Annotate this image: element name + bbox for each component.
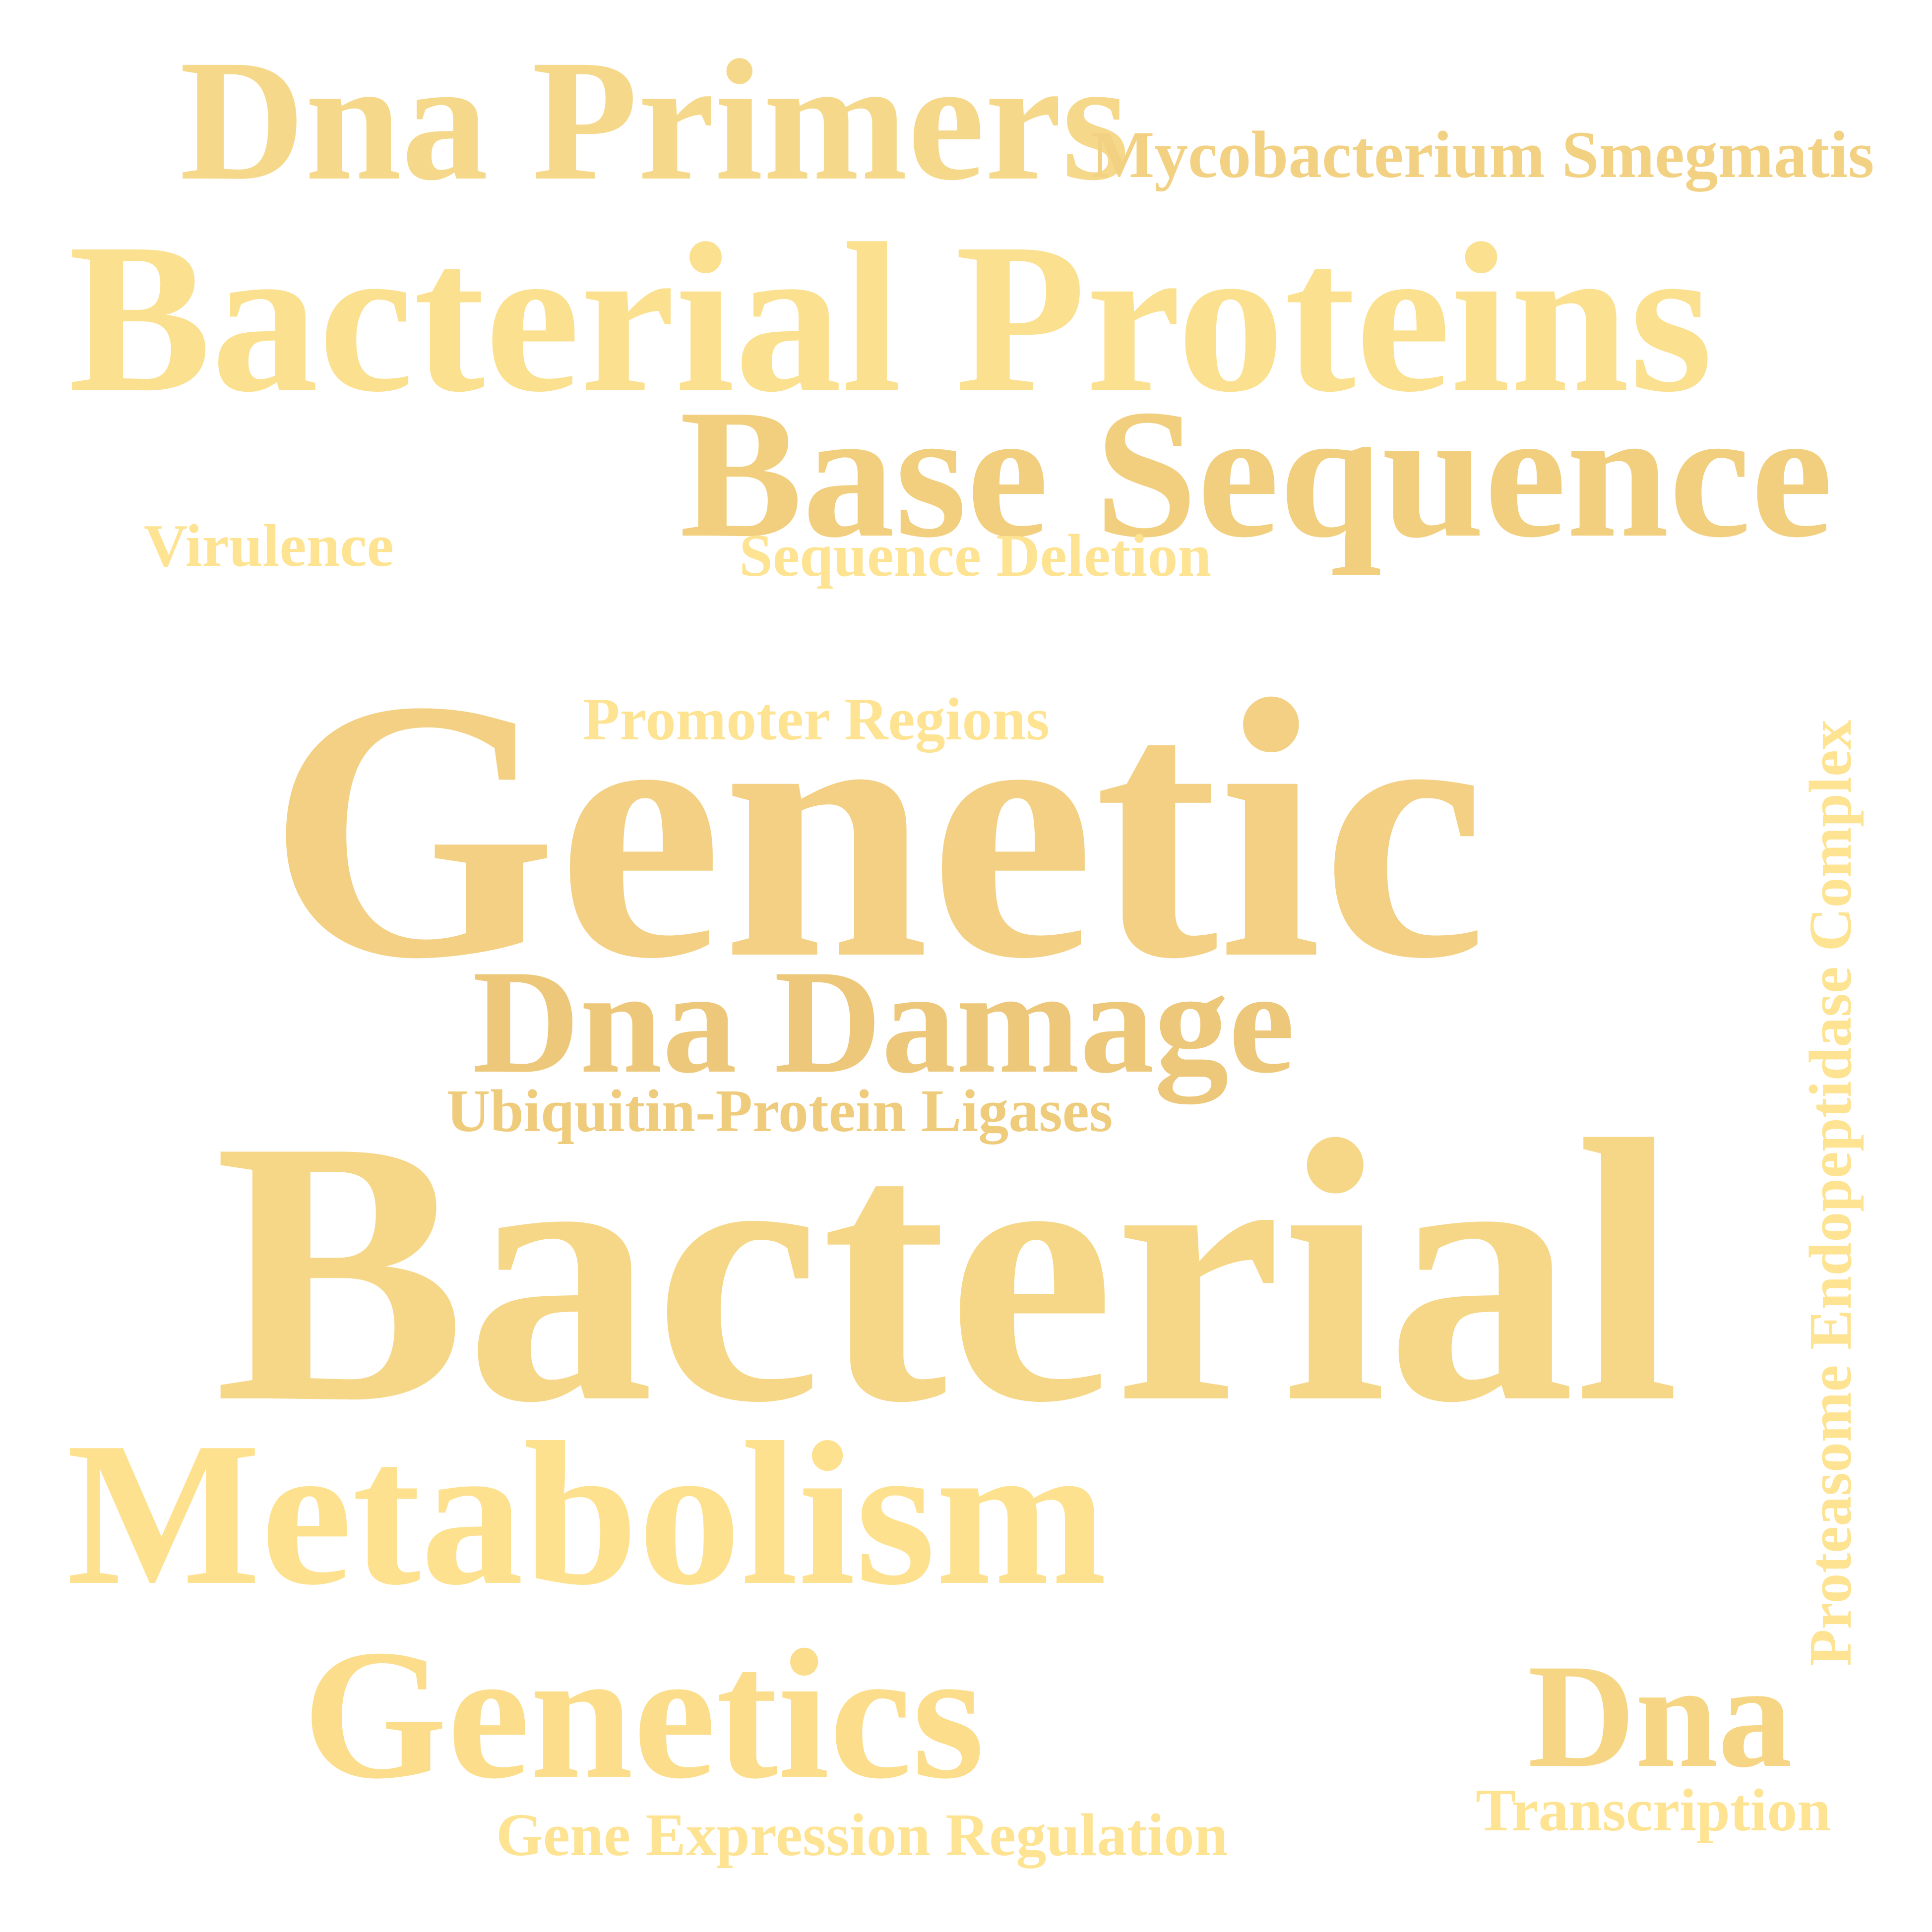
- word-dna: Dna: [1528, 1633, 1793, 1798]
- word-genetic: Genetic: [268, 624, 1487, 1035]
- word-promoter-regions: Promoter Regions: [583, 686, 1050, 753]
- word-sequence-deletion: Sequence Deletion: [739, 522, 1212, 589]
- word-base-sequence: Base Sequence: [680, 372, 1833, 576]
- word-gene-expression-regulation: Gene Expression Regulation: [496, 1802, 1228, 1869]
- word-transcription: Transcription: [1476, 1777, 1831, 1844]
- word-ubiquitin-protein-ligases: Ubiquitin-Protein Ligases: [446, 1078, 1113, 1145]
- word-bacterial-proteins: Bacterial Proteins: [68, 199, 1713, 436]
- word-bacterial: Bacterial: [214, 1063, 1680, 1480]
- word-dna-damage: Dna Damage: [472, 939, 1295, 1104]
- word-metabolism: Metabolism: [66, 1399, 1107, 1628]
- word-dna-primers: Dna Primers: [180, 24, 1129, 216]
- word-virulence: Virulence: [144, 512, 394, 579]
- word-proteasome-endopeptidase-complex: Proteasome Endopeptidase Complex: [1797, 719, 1864, 1666]
- word-mycobacterium-smegmatis: Mycobacterium Smegmatis: [1091, 118, 1874, 192]
- word-genetics: Genetics: [303, 1612, 985, 1817]
